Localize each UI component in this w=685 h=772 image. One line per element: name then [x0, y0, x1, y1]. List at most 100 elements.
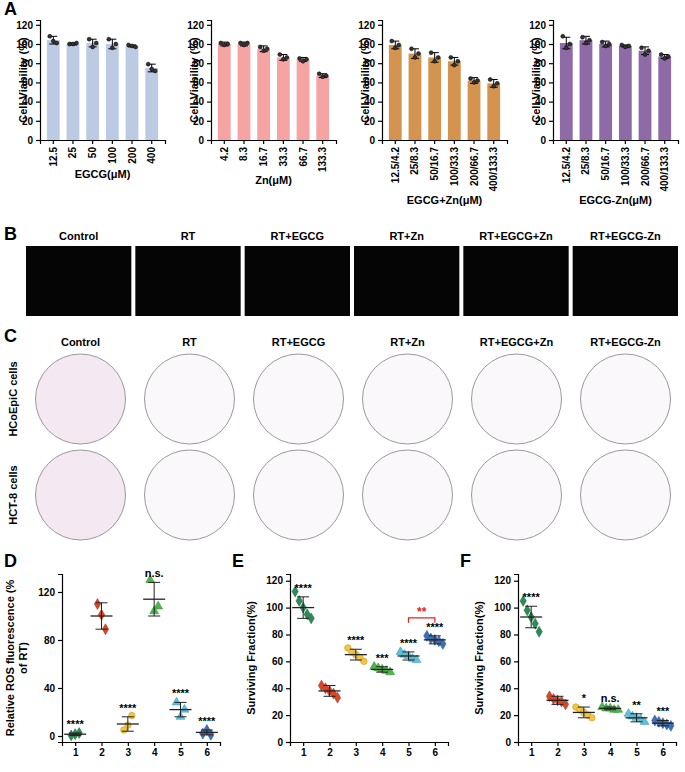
tick: 120 — [38, 587, 62, 598]
axis-line — [549, 21, 554, 141]
error-bar — [329, 686, 330, 697]
significance-label: ** — [632, 699, 641, 711]
tick-mark — [207, 742, 208, 746]
tick-label: 60 — [500, 656, 512, 667]
axis-line — [286, 575, 291, 743]
column-label: RT+EGCG — [271, 230, 324, 242]
micrograph — [573, 246, 678, 316]
error-cap — [96, 602, 108, 603]
tick-mark — [549, 101, 553, 102]
colony-plate — [254, 354, 344, 444]
significance-label: **** — [67, 718, 85, 730]
data-point — [361, 658, 368, 665]
tick-label: 100/33.3 — [449, 147, 460, 186]
tick-mark — [154, 742, 155, 746]
tick-mark — [207, 44, 211, 45]
error-cap — [122, 716, 134, 717]
tick-label: 50/16.7 — [600, 147, 611, 181]
tick: 100/33.3 — [620, 140, 631, 186]
tick: 400 — [146, 140, 157, 164]
x-axis: 12.5/4.225/8.350/16.7100/33.3200/66.7400… — [554, 140, 679, 192]
x-axis-title: EGCG-Zn(μM) — [579, 194, 652, 206]
colony-plate — [472, 450, 562, 540]
bar — [619, 46, 632, 140]
tick: 400/133.3 — [659, 140, 670, 192]
tick-mark — [36, 82, 40, 83]
data-point — [258, 45, 262, 49]
tick-label: 100 — [107, 147, 118, 164]
axis-line — [519, 743, 677, 747]
data-point — [416, 52, 420, 56]
bar — [599, 44, 612, 140]
error-cap — [175, 716, 187, 717]
tick-label: 25/8.3 — [409, 147, 420, 175]
tick-mark — [493, 140, 494, 144]
tick: 0 — [198, 135, 211, 146]
tick: 40 — [44, 683, 62, 694]
data-point — [561, 34, 565, 38]
tick-mark — [514, 742, 518, 743]
significance-label: **** — [198, 715, 216, 727]
data-point — [584, 41, 588, 45]
bar — [448, 61, 461, 140]
tick-mark — [101, 742, 102, 746]
error-bar — [180, 702, 181, 716]
column-label: RT — [181, 230, 196, 242]
tick-label: 0 — [540, 135, 546, 146]
tick-label: 40 — [500, 683, 512, 694]
error-bar — [408, 652, 409, 660]
error-cap — [403, 651, 415, 652]
tick-mark — [207, 25, 211, 26]
bracket-label: ** — [417, 605, 427, 619]
bar — [277, 57, 290, 140]
data-point — [627, 44, 631, 48]
tick-label: 200/66.7 — [640, 147, 651, 186]
error-bar — [583, 707, 584, 718]
tick: 120 — [529, 20, 553, 31]
tick-mark — [112, 140, 113, 144]
micrograph — [245, 246, 350, 316]
tick: 12.5/4.2 — [390, 140, 401, 183]
error-cap — [175, 702, 187, 703]
bar — [218, 44, 231, 140]
data-point — [643, 53, 647, 57]
error-bar — [557, 696, 558, 704]
error-cap — [604, 707, 616, 708]
error-cap — [657, 725, 669, 726]
tick: 60 — [272, 656, 290, 667]
tick-label: 120 — [529, 20, 546, 31]
tick: 4 — [608, 742, 614, 758]
tick: 5 — [634, 742, 640, 758]
y-axis-title: Cell Viability (%) — [359, 37, 371, 123]
tick: 80 — [44, 635, 62, 646]
tick-label: 12.5/4.2 — [561, 147, 572, 184]
tick-mark — [36, 140, 40, 141]
data-point — [48, 34, 52, 38]
column-label: RT+EGCG+Zn — [480, 336, 554, 348]
tick: 120 — [16, 20, 40, 31]
tick-mark — [263, 140, 264, 144]
error-bar — [434, 636, 435, 644]
axis-line — [207, 21, 212, 141]
x-axis: 123456 — [291, 742, 449, 758]
panel-letter: B — [4, 224, 17, 244]
data-point — [180, 704, 189, 712]
tick: 12.5/4.2 — [561, 140, 572, 183]
tick-mark — [514, 581, 518, 582]
error-bar — [662, 720, 663, 725]
error-cap — [69, 733, 81, 734]
tick-label: 3 — [582, 747, 588, 758]
error-cap — [69, 735, 81, 736]
data-point — [429, 51, 433, 55]
bracket: ** — [409, 605, 435, 623]
bar — [468, 80, 481, 140]
scatter-chart: *****n.s.*****020406080100120123456Survi… — [473, 575, 677, 759]
significance-label: **** — [119, 702, 137, 714]
error-cap — [657, 720, 669, 721]
tick: 120 — [266, 575, 290, 586]
tick-mark — [36, 101, 40, 102]
y-axis-title: Relative ROS fluorescence (%of RT) — [4, 580, 29, 737]
tick-mark — [566, 140, 567, 144]
error-cap — [122, 731, 134, 732]
tick-mark — [224, 140, 225, 144]
